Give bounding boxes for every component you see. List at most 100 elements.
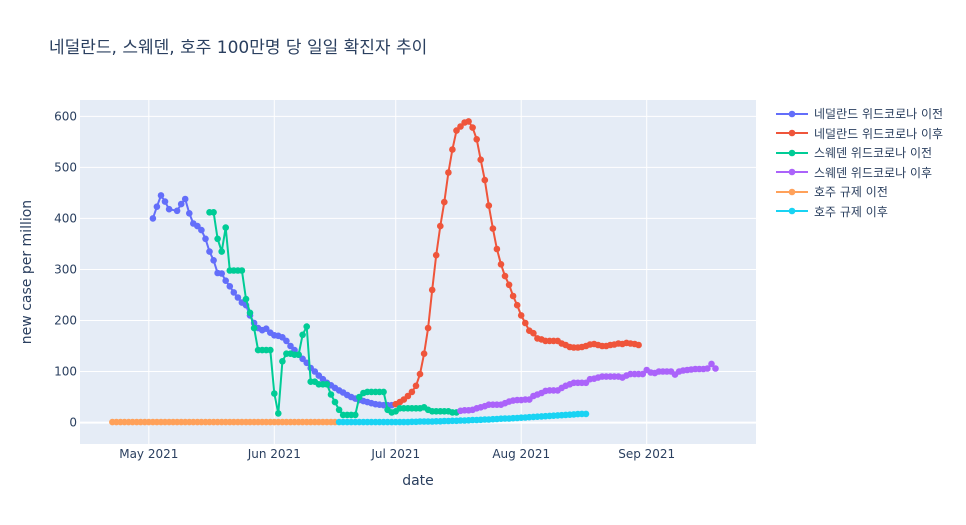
legend-item[interactable]: 호주 규제 이전 <box>772 182 943 202</box>
data-point <box>246 309 254 317</box>
data-point <box>505 281 513 289</box>
data-point <box>424 324 432 332</box>
chart-title: 네덜란드, 스웨덴, 호주 100만명 당 일일 확진자 추이 <box>49 38 428 58</box>
legend-item[interactable]: 네덜란드 위드코로나 이후 <box>772 124 943 144</box>
data-point <box>445 169 452 176</box>
data-point <box>262 325 270 333</box>
legend-label: 스웨덴 위드코로나 이전 <box>814 146 933 161</box>
y-tick-label: 300 <box>54 262 77 276</box>
x-tick-label: Aug 2021 <box>492 447 550 461</box>
data-point <box>712 365 719 372</box>
legend-label: 네덜란드 위드코로나 이후 <box>814 126 944 141</box>
legend-marker <box>788 207 796 215</box>
data-point <box>157 192 165 199</box>
data-point <box>485 202 493 209</box>
data-point <box>497 261 505 268</box>
data-point <box>380 388 387 396</box>
y-tick-label: 400 <box>54 211 77 225</box>
legend-item[interactable]: 스웨덴 위드코로나 이전 <box>772 143 943 163</box>
data-point <box>639 370 646 378</box>
data-point <box>173 207 181 215</box>
data-point <box>352 411 359 419</box>
data-point <box>299 331 306 339</box>
data-point <box>449 146 456 153</box>
data-point <box>323 381 331 388</box>
data-point <box>218 270 225 277</box>
data-point <box>635 341 642 349</box>
data-point <box>271 390 278 397</box>
data-point <box>522 319 529 327</box>
data-point <box>453 127 460 134</box>
data-point <box>517 312 525 319</box>
data-point <box>226 283 234 290</box>
y-tick-label: 100 <box>54 365 77 379</box>
data-point <box>513 301 521 309</box>
y-axis-title: new case per million <box>19 200 35 344</box>
legend-swatch <box>776 149 808 157</box>
plot-background <box>80 100 756 444</box>
legend-label: 호주 규제 이전 <box>814 185 888 200</box>
data-point <box>708 360 715 368</box>
data-point <box>222 224 229 231</box>
legend-marker <box>788 149 796 157</box>
legend-label: 네덜란드 위드코로나 이전 <box>814 107 944 122</box>
legend-marker <box>788 188 796 196</box>
data-point <box>206 248 213 255</box>
x-tick-label: Jun 2021 <box>247 447 301 461</box>
data-point <box>194 222 201 230</box>
data-point <box>222 277 229 285</box>
data-point <box>198 226 205 234</box>
x-tick-label: Sep 2021 <box>618 447 675 461</box>
data-point <box>295 351 302 359</box>
data-point <box>489 225 497 232</box>
legend-item[interactable]: 스웨덴 위드코로나 이후 <box>772 163 943 183</box>
data-point <box>210 257 217 264</box>
data-point <box>218 248 225 255</box>
legend-marker <box>788 129 796 137</box>
data-point <box>465 118 472 125</box>
data-point <box>408 388 416 396</box>
data-point <box>457 123 464 130</box>
data-point <box>214 235 221 243</box>
data-point <box>202 235 209 243</box>
series-1 <box>392 118 642 408</box>
data-point <box>149 215 157 222</box>
data-point <box>153 203 161 210</box>
data-point <box>469 124 476 131</box>
legend-marker <box>788 110 796 118</box>
legend-label: 호주 규제 이후 <box>814 204 888 219</box>
data-point <box>177 200 185 208</box>
data-point <box>230 289 238 296</box>
data-point <box>473 136 481 143</box>
series-3 <box>457 360 719 415</box>
data-point <box>327 391 335 398</box>
legend-item[interactable]: 네덜란드 위드코로나 이전 <box>772 104 943 124</box>
data-point <box>582 410 590 418</box>
x-axis-title: date <box>402 473 434 489</box>
data-point <box>356 393 363 401</box>
data-point <box>287 342 294 350</box>
data-point <box>165 205 173 213</box>
data-point <box>437 222 444 230</box>
series-2 <box>206 209 460 419</box>
data-point <box>509 292 517 300</box>
series-4 <box>109 418 339 426</box>
data-point <box>493 245 501 253</box>
data-point <box>428 286 436 294</box>
data-point <box>275 410 282 417</box>
data-point <box>299 355 306 363</box>
data-point <box>404 392 412 400</box>
data-point <box>432 251 440 259</box>
legend-swatch <box>776 129 808 137</box>
data-point <box>238 267 246 274</box>
y-tick-label: 0 <box>69 416 77 430</box>
series-5 <box>335 410 590 426</box>
legend-swatch <box>776 207 808 215</box>
y-tick-label: 600 <box>54 109 77 123</box>
legend-item[interactable]: 호주 규제 이후 <box>772 202 943 222</box>
legend-swatch <box>776 168 808 176</box>
legend-marker <box>788 168 796 176</box>
data-point <box>161 198 169 205</box>
